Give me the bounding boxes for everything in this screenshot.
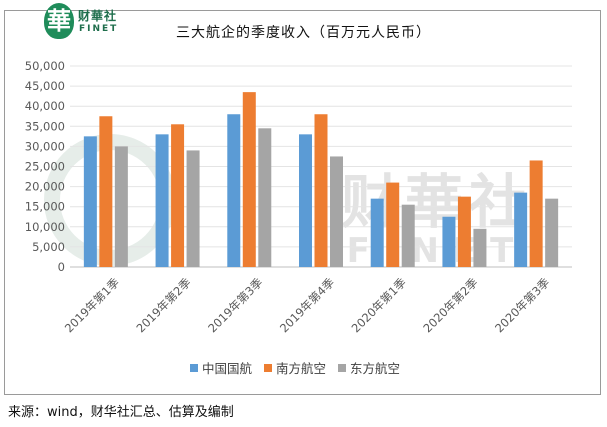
y-tick-label: 45,000 (25, 79, 65, 93)
y-tick-label: 35,000 (25, 119, 65, 133)
bar (227, 114, 241, 268)
bar (99, 116, 113, 267)
x-tick-label: 2020年第3季 (492, 275, 553, 336)
y-tick-label: 25,000 (25, 160, 65, 174)
y-tick-label: 20,000 (25, 180, 65, 194)
watermark-cn: 财華社 (341, 168, 533, 236)
y-tick-label: 50,000 (25, 59, 65, 73)
bar (242, 92, 256, 267)
legend-label: 南方航空 (276, 361, 326, 376)
x-tick-label: 2019年第3季 (205, 275, 266, 336)
bar (330, 156, 343, 267)
source-note: 来源：wind，财华社汇总、估算及编制 (8, 405, 234, 420)
bar (114, 146, 128, 267)
y-tick-label: 0 (58, 260, 65, 274)
bar (473, 228, 487, 267)
bar (386, 182, 400, 267)
x-tick-label: 2020年第1季 (349, 275, 410, 336)
legend-label: 东方航空 (350, 361, 400, 376)
logo-en-text: FINET (79, 24, 119, 34)
bar (258, 128, 272, 267)
x-tick-label: 2019年第4季 (277, 275, 338, 336)
bar (314, 114, 328, 268)
bar (171, 124, 185, 267)
y-tick-label: 15,000 (25, 200, 65, 214)
legend-swatch (338, 364, 346, 372)
y-tick-label: 30,000 (25, 139, 65, 153)
y-tick-label: 5,000 (32, 240, 65, 254)
bar (442, 216, 456, 267)
y-tick-label: 40,000 (25, 99, 65, 113)
bar (83, 136, 97, 267)
x-tick-label: 2020年第2季 (420, 275, 481, 336)
bar (299, 134, 312, 267)
bar (545, 198, 559, 267)
bar (514, 192, 528, 267)
bar (186, 150, 200, 267)
legend-label: 中国国航 (202, 361, 253, 376)
bar (370, 198, 384, 267)
legend-swatch (264, 364, 272, 372)
bar (155, 134, 169, 267)
bar (529, 160, 543, 267)
finet-logo: 華 财華社 FINET (44, 1, 122, 45)
chart-title: 三大航企的季度收入（百万元人民币） (176, 25, 431, 41)
x-tick-label: 2019年第1季 (62, 275, 123, 336)
legend-swatch (190, 364, 198, 372)
logo-cn-text: 财華社 (78, 9, 118, 23)
bar (457, 196, 471, 267)
x-tick-label: 2019年第2季 (134, 275, 195, 336)
y-tick-label: 10,000 (25, 220, 65, 234)
bar (401, 204, 415, 267)
finet-logo-icon: 華 (44, 3, 74, 39)
